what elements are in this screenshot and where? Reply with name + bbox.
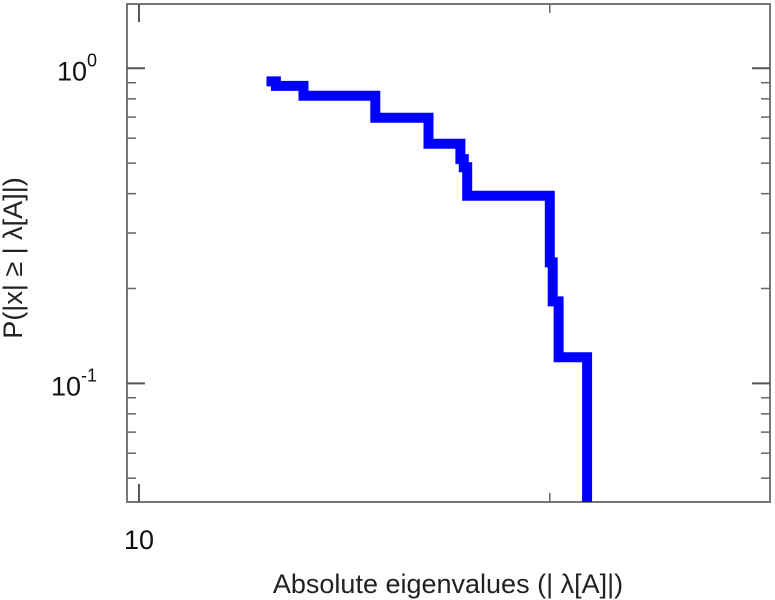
- axes-frame: [126, 3, 771, 503]
- series-layer: [266, 76, 593, 502]
- x-tick-label: 10: [124, 525, 154, 555]
- y-tick-exponent: 0: [87, 50, 97, 70]
- x-axis-label: Absolute eigenvalues (| λ[A]|): [273, 569, 623, 599]
- minor-ticks: [127, 4, 770, 502]
- y-tick-label: 100: [57, 50, 97, 86]
- y-tick-label: 10-1: [51, 365, 97, 401]
- y-axis-label: P(|x| ≥ | λ[A]|): [0, 177, 28, 338]
- plot-frame: [126, 3, 771, 503]
- y-tick-base: 10: [57, 56, 87, 86]
- y-tick-base: 10: [51, 371, 81, 401]
- y-tick-exponent: -1: [81, 365, 97, 385]
- series-line: [266, 76, 593, 502]
- major-ticks: [127, 4, 770, 502]
